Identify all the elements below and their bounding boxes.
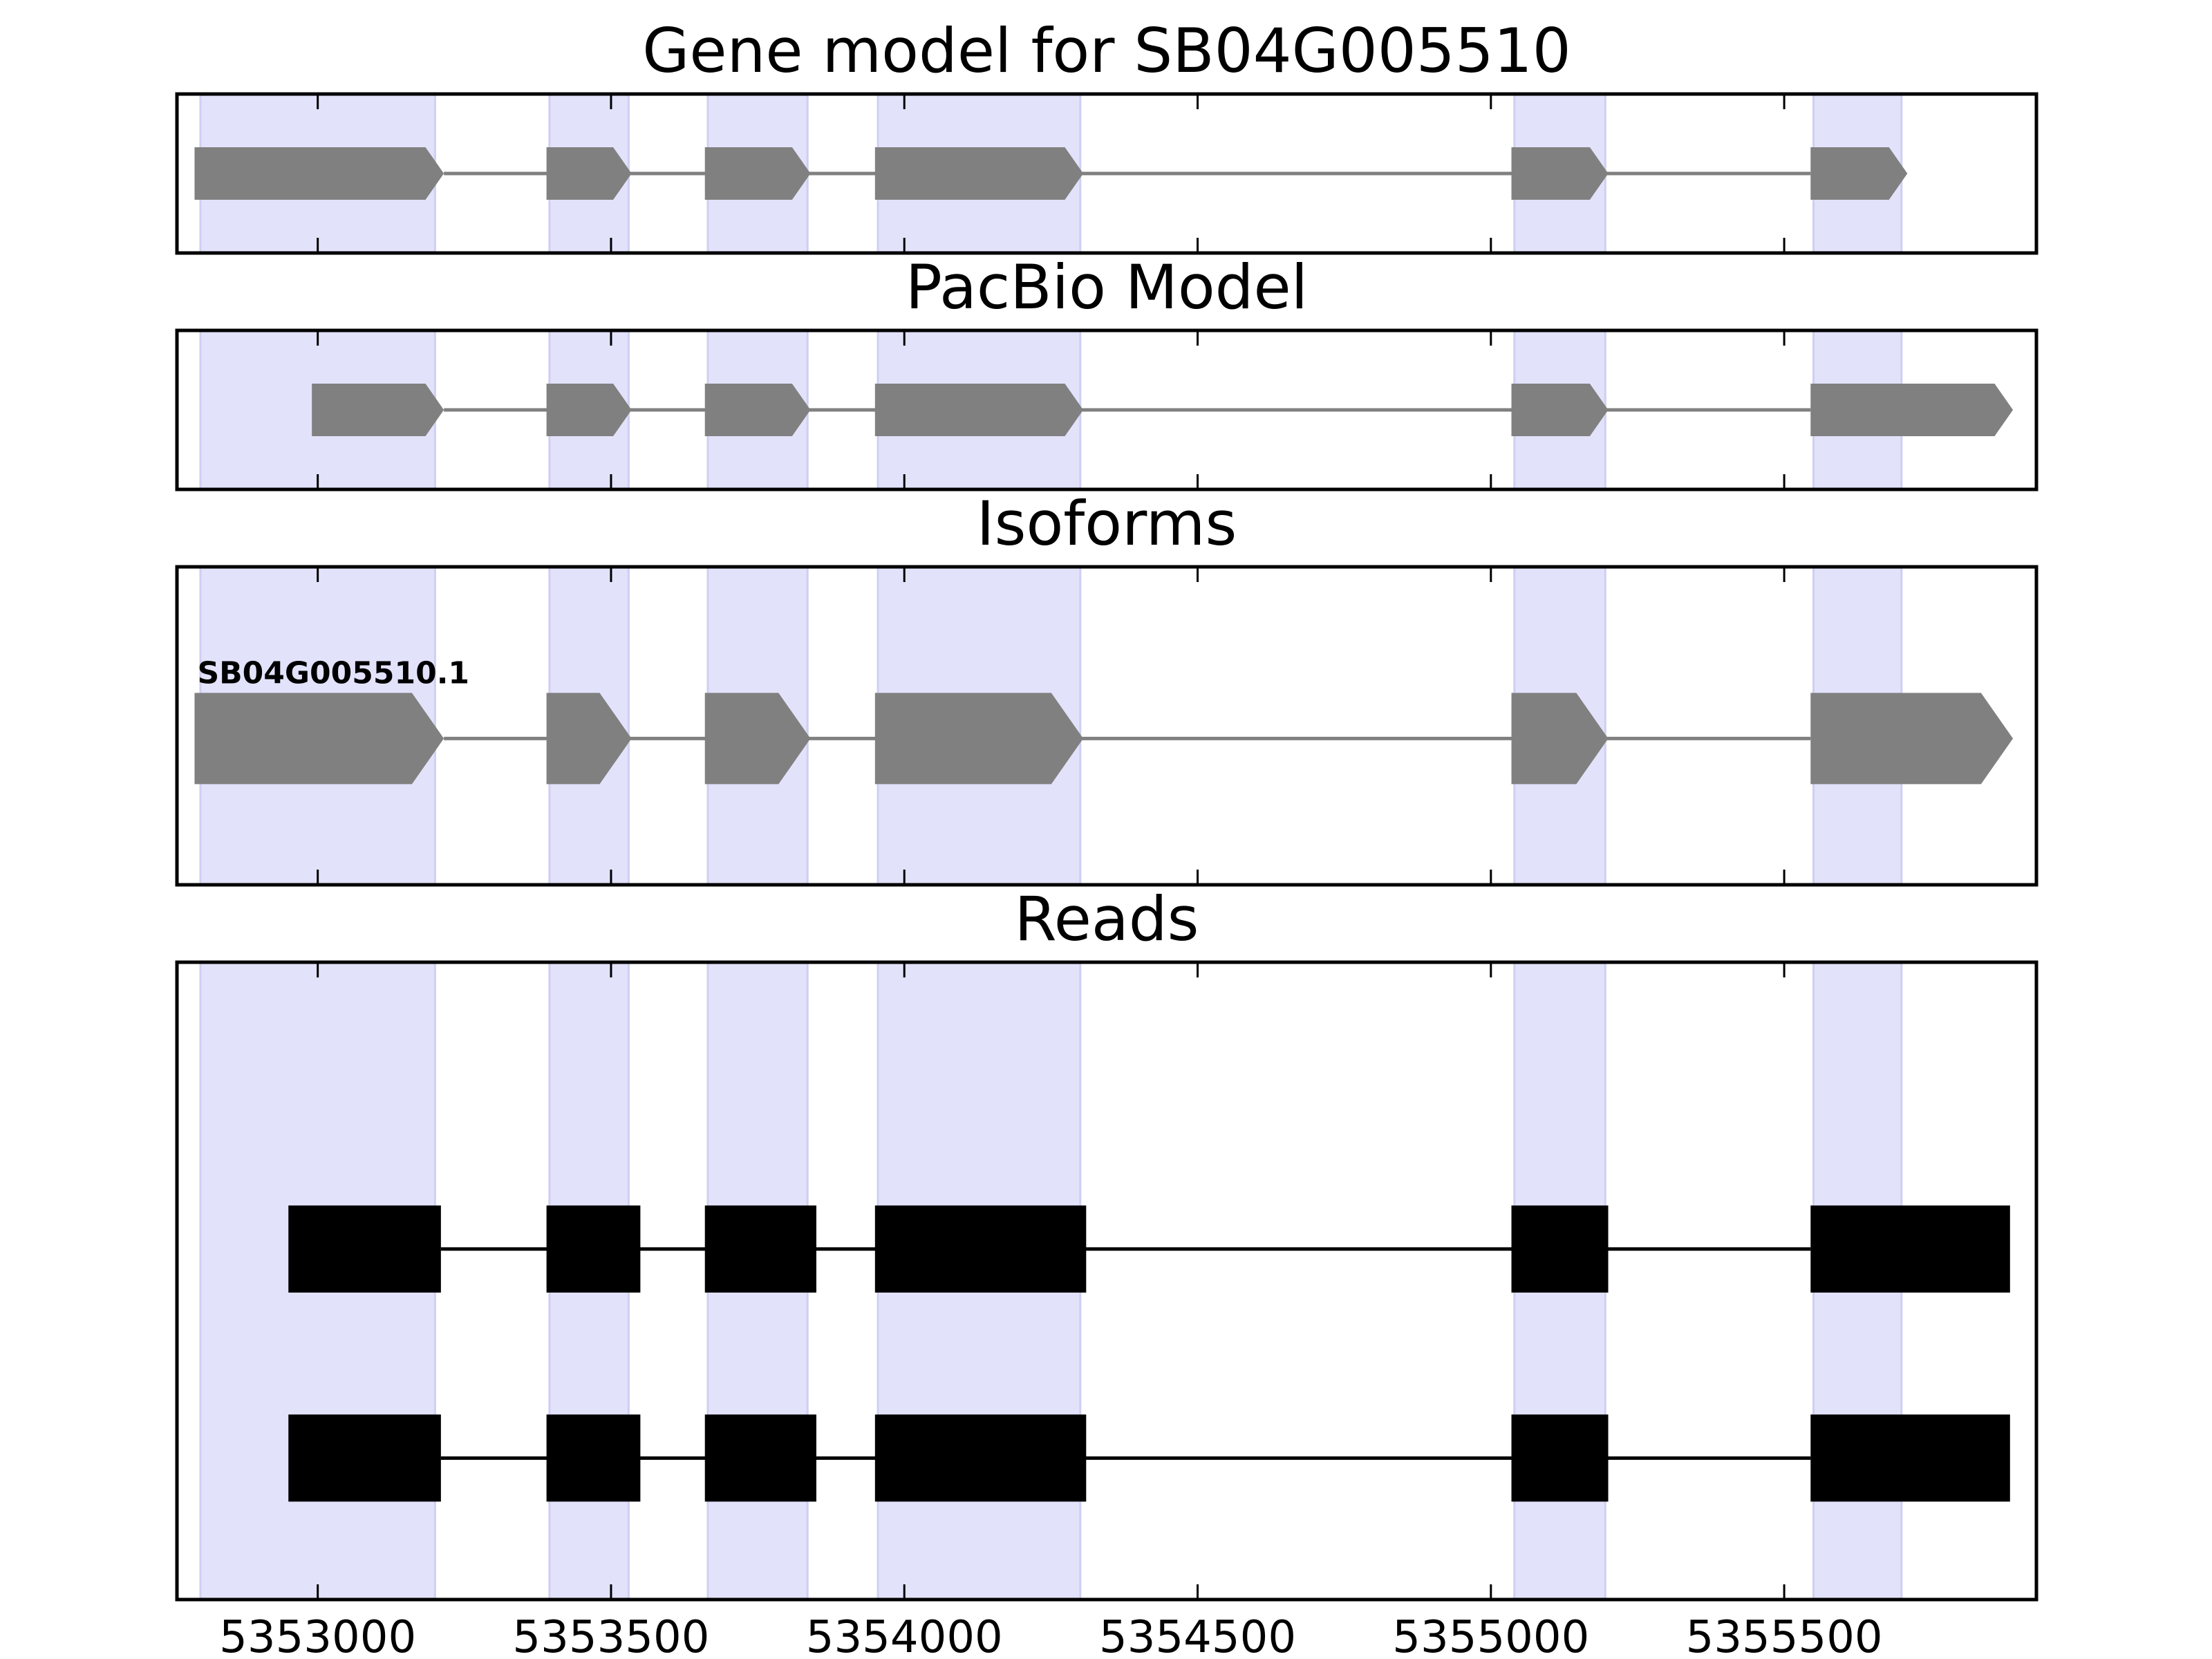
panel-1: Gene model for SB04G005510 [175, 15, 2038, 255]
exon-arrow [874, 693, 1084, 785]
read-exon-block [546, 1414, 641, 1502]
read-exon-block [288, 1205, 441, 1293]
x-tick-label: 5355500 [1686, 1612, 1883, 1659]
read-exon-block [1810, 1205, 2010, 1293]
exon-arrow [546, 147, 632, 200]
panel-title: Reads [1015, 883, 1199, 955]
exon-arrow [194, 693, 444, 785]
exon-arrow [546, 693, 632, 785]
gene-track [194, 147, 1908, 200]
read-exon-block [546, 1205, 641, 1293]
panel-frame [175, 960, 2038, 1602]
gene-track: SB04G005510.1 [194, 655, 2014, 785]
exon-arrow [704, 147, 811, 200]
read-exon-block [874, 1414, 1087, 1502]
exon-arrow [704, 693, 811, 785]
read-exon-block [704, 1205, 816, 1293]
read-exon-block [1511, 1205, 1609, 1293]
read-track [288, 1414, 2010, 1502]
exon-arrow [874, 147, 1084, 200]
exon-arrow [312, 384, 444, 436]
exon-arrow [1511, 384, 1609, 436]
read-exon-block [874, 1205, 1087, 1293]
panel-4: Reads [175, 883, 2038, 1602]
exon-arrow [1511, 693, 1609, 785]
read-exon-block [1810, 1414, 2010, 1502]
x-tick-label: 5354000 [806, 1612, 1003, 1659]
isoform-label: SB04G005510.1 [197, 655, 469, 691]
exon-arrow [1810, 693, 2014, 785]
exon-arrow [704, 384, 811, 436]
exon-arrow [1810, 384, 2014, 436]
read-exon-block [1511, 1414, 1609, 1502]
panel-2: PacBio Model [175, 252, 2038, 491]
panel-3: SB04G005510.1 Isoforms [175, 488, 2038, 887]
gene-track [312, 384, 2014, 436]
exon-arrow [546, 384, 632, 436]
read-exon-block [704, 1414, 816, 1502]
x-tick-label: 5353500 [512, 1612, 709, 1659]
panel-title: PacBio Model [906, 252, 1308, 323]
panel-title: Gene model for SB04G005510 [642, 15, 1571, 86]
exon-arrow [194, 147, 444, 200]
x-tick-label: 5353000 [219, 1612, 416, 1659]
exon-arrow [1810, 147, 1908, 200]
panel-frame [175, 565, 2038, 887]
x-tick-label: 5354500 [1099, 1612, 1296, 1659]
exon-arrow [1511, 147, 1609, 200]
read-exon-block [288, 1414, 441, 1502]
panel-frame [175, 92, 2038, 255]
panels: Gene model for SB04G005510 PacBio Model SB… [175, 15, 2038, 1659]
x-tick-label: 5355000 [1392, 1612, 1589, 1659]
x-tick-labels: 5353000 5353500 5354000 5354500 5355000 53555… [219, 1612, 1882, 1659]
panel-title: Isoforms [977, 488, 1237, 559]
exon-arrow [874, 384, 1084, 436]
panel-frame [175, 328, 2038, 491]
read-track [288, 1205, 2010, 1293]
